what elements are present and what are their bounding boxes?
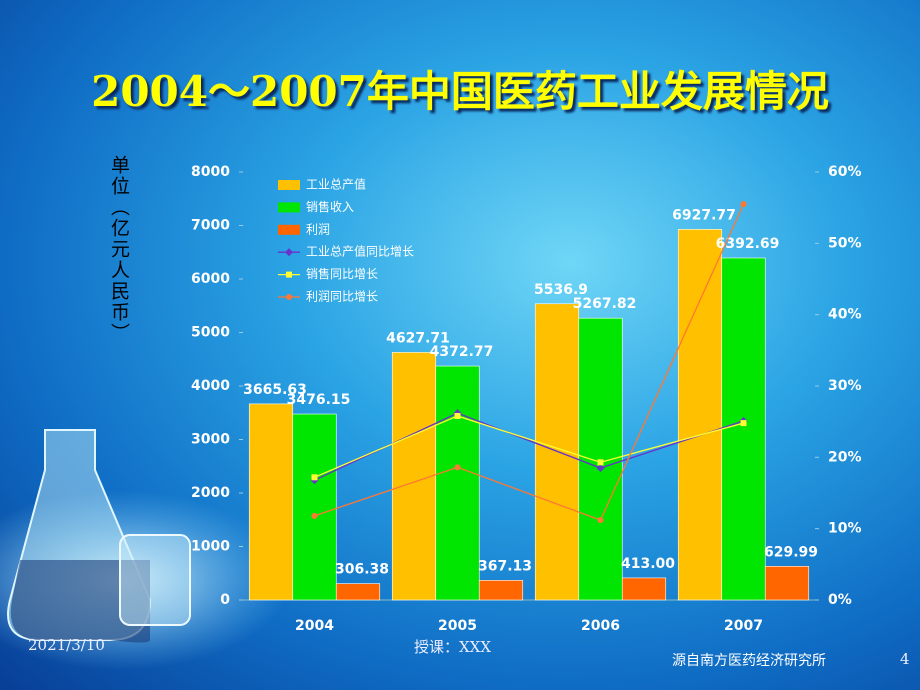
x-tick-label: 2006 — [581, 618, 620, 634]
bar — [248, 403, 294, 601]
line-marker — [740, 201, 747, 208]
bar — [764, 565, 810, 601]
bar — [435, 365, 480, 601]
y-tick-label: 1000 — [191, 539, 230, 555]
page-number: 4 — [900, 650, 910, 668]
footer-source: 源自南方医药经济研究所 — [672, 653, 826, 669]
data-label: 413.00 — [621, 556, 675, 572]
y-tick-label: 8000 — [191, 164, 230, 180]
y-tick-label: 5000 — [191, 325, 230, 341]
bar — [721, 257, 766, 601]
data-label: 6927.77 — [672, 207, 736, 223]
y2-tick-label: 40% — [828, 307, 862, 323]
legend-label: 利润 — [306, 222, 330, 236]
bar — [391, 352, 437, 601]
data-label: 5267.82 — [573, 296, 637, 312]
y2-tick-label: 10% — [828, 521, 862, 537]
y2-tick-label: 50% — [828, 235, 862, 251]
line-marker — [311, 474, 318, 481]
line-marker — [597, 517, 604, 524]
chart-title: 2004～2007年中国医药工业发展情况 — [91, 67, 829, 116]
footer-date: 2021/3/10 — [28, 636, 105, 654]
legend-label: 工业总产值 — [306, 177, 366, 192]
data-label: 5536.9 — [534, 282, 588, 298]
line-marker — [596, 464, 605, 473]
data-label: 6392.69 — [716, 236, 780, 252]
bar — [335, 583, 381, 601]
decor-liquid — [10, 560, 151, 643]
legend-swatch — [278, 224, 300, 235]
data-label: 629.99 — [764, 544, 818, 560]
x-tick-label: 2005 — [438, 618, 477, 634]
footer-lecturer: 授课：XXX — [414, 638, 492, 656]
line-marker — [285, 248, 293, 257]
line — [314, 203, 745, 521]
data-label: 4627.71 — [386, 330, 450, 346]
legend-swatch — [278, 180, 300, 190]
line-marker — [740, 420, 747, 427]
line-marker — [286, 294, 292, 300]
x-tick-label: 2004 — [295, 618, 334, 634]
y-tick-label: 7000 — [191, 218, 230, 234]
data-label: 306.38 — [335, 562, 389, 578]
legend-label: 利润同比增长 — [306, 290, 378, 304]
bar — [578, 317, 623, 601]
legend-label: 销售收入 — [306, 199, 354, 214]
bar — [677, 229, 723, 601]
y-tick-label: 4000 — [191, 378, 230, 394]
y-tick-label: 3000 — [191, 432, 230, 448]
data-label: 3476.15 — [287, 392, 351, 408]
legend-label: 销售同比增长 — [306, 266, 378, 281]
bar — [478, 580, 524, 601]
bar — [621, 577, 667, 601]
line-marker — [454, 464, 461, 471]
x-tick-label: 2007 — [724, 618, 763, 634]
decor-beaker — [119, 534, 191, 626]
y-axis-label: 单位（亿元人民币） — [108, 155, 130, 344]
line-marker — [597, 459, 604, 466]
y2-tick-label: 30% — [828, 378, 862, 394]
line-marker — [311, 512, 318, 519]
legend-label: 工业总产值同比增长 — [306, 244, 414, 259]
y2-tick-label: 20% — [828, 449, 862, 465]
line-marker — [286, 271, 292, 278]
line — [314, 415, 744, 478]
y-tick-label: 0 — [220, 592, 230, 608]
data-label: 3665.63 — [243, 382, 307, 398]
data-label: 367.13 — [478, 558, 532, 574]
bar — [292, 413, 337, 601]
y-tick-label: 2000 — [191, 485, 230, 501]
data-label: 4372.77 — [430, 344, 494, 360]
line-marker — [454, 412, 461, 419]
y-tick-label: 6000 — [191, 271, 230, 287]
legend-swatch — [278, 202, 300, 213]
y2-tick-label: 0% — [828, 592, 852, 608]
y2-tick-label: 60% — [828, 164, 862, 180]
